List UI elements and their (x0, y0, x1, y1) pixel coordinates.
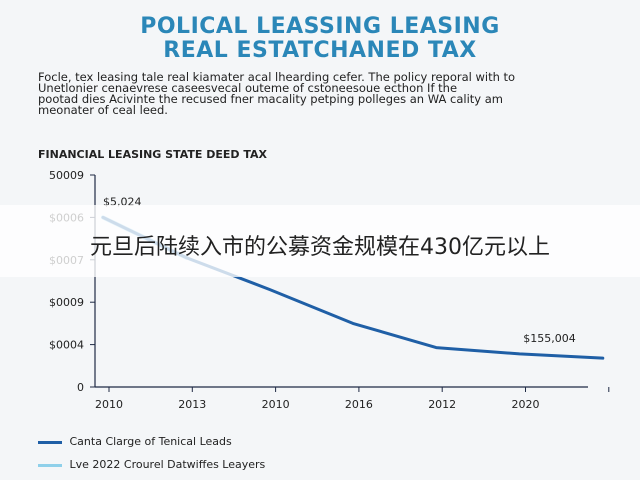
x-tick-label: 2010 (95, 398, 123, 411)
x-tick-label: 2013 (178, 398, 206, 411)
x-tick-labels: 2010 2013 2010 2016 2012 2020 (95, 398, 540, 411)
x-tick-label: 2016 (345, 398, 373, 411)
overlay-banner-text: 元旦后陆续入市的公募资金规模在430亿元以上 (90, 235, 550, 260)
overlay-banner (0, 205, 640, 277)
data-label: $155,004 (523, 332, 576, 345)
description-text: Focle, tex leasing tale real kiamater ac… (38, 70, 608, 117)
x-tick-label: 2012 (428, 398, 456, 411)
x-tick-label: 2020 (512, 398, 540, 411)
y-tick-label: $0004 (49, 339, 84, 352)
legend-swatch (38, 463, 62, 467)
main-title-line2: REAL ESTATCHANED TAX (163, 38, 477, 63)
legend-label: Canta Clarge of Tenical Leads (69, 435, 232, 448)
y-tick-label: $0009 (49, 296, 84, 309)
description-line: Unetlonier cenaevrese caseesvecal outeme… (38, 81, 458, 95)
legend-label: Lve 2022 Crourel Datwiffes Leayers (69, 458, 266, 471)
y-tick-label: 0 (77, 381, 84, 394)
main-title-line1: POLICAL LEASSING LEASING (140, 14, 500, 39)
description-line: meonater of ceal leed. (38, 103, 168, 117)
x-tick-label: 2010 (262, 398, 290, 411)
y-tick-labels: 0$0004$0009$0007$000650009 (49, 169, 84, 394)
legend-item-main: Canta Clarge of Tenical Leads (38, 435, 232, 448)
description-line: Focle, tex leasing tale real kiamater ac… (38, 70, 516, 84)
legend-item-light: Lve 2022 Crourel Datwiffes Leayers (38, 458, 265, 471)
description-line: pootad dies Acivinte the recused fner ma… (38, 92, 503, 106)
legend-swatch (38, 440, 62, 444)
chart-title: FINANCIAL LEASING STATE DEED TAX (38, 148, 268, 161)
y-tick-label: 50009 (49, 169, 84, 182)
